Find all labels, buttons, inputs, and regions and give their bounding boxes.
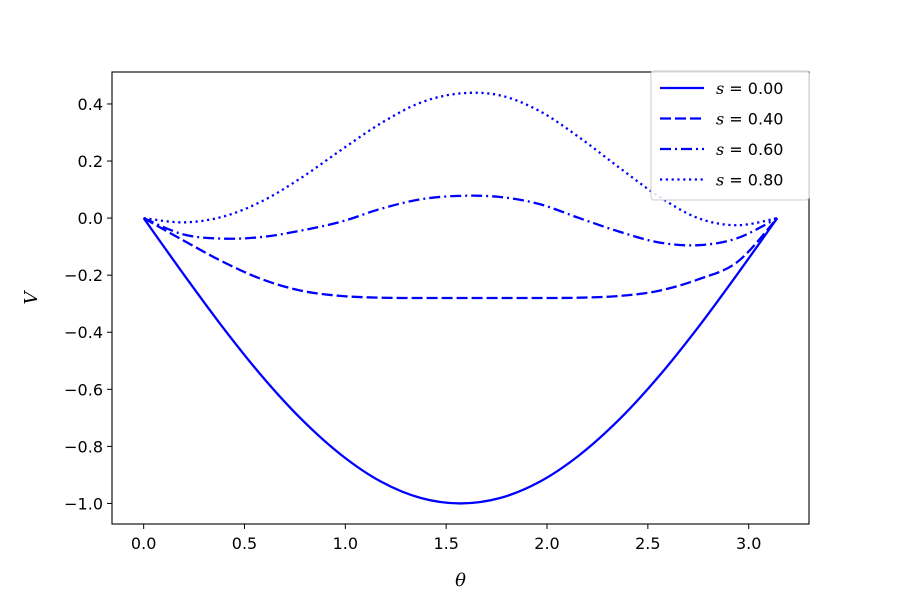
x-tick-label: 2.5 <box>635 534 660 553</box>
series-line-0 <box>142 217 779 505</box>
legend-label: s = 0.60 <box>716 140 783 159</box>
y-tick-label: 0.0 <box>78 209 103 228</box>
plot-lines <box>142 91 779 505</box>
legend-entry: s = 0.60 <box>660 140 783 159</box>
y-tick-label: −0.8 <box>64 437 103 456</box>
legend-entry: s = 0.00 <box>660 79 783 98</box>
x-tick-label: 2.0 <box>534 534 559 553</box>
x-axis-label: θ <box>455 570 466 591</box>
legend: s = 0.00 s = 0.40 s = 0.60 s = 0.80 <box>650 70 810 201</box>
y-tick-label: −1.0 <box>64 494 103 513</box>
y-tick-label: 0.2 <box>78 152 103 171</box>
y-tick-label: 0.4 <box>78 95 103 114</box>
legend-label: s = 0.40 <box>716 110 783 129</box>
legend-entry: s = 0.80 <box>660 171 783 190</box>
x-tick-label: 1.0 <box>333 534 358 553</box>
plot-frame <box>111 71 810 525</box>
x-ticks: 0.0 0.5 1.0 1.5 2.0 2.5 3.0 <box>131 524 761 553</box>
y-ticks: 0.4 0.2 0.0 −0.2 −0.4 −0.6 −0.8 −1.0 <box>64 95 112 513</box>
x-tick-label: 1.5 <box>433 534 458 553</box>
x-tick-label: 0.5 <box>232 534 257 553</box>
y-tick-label: −0.4 <box>64 323 103 342</box>
legend-box <box>650 70 810 201</box>
x-tick-label: 3.0 <box>736 534 761 553</box>
series-line-1 <box>143 217 779 300</box>
series-line-2 <box>143 194 778 247</box>
y-tick-label: −0.2 <box>64 266 103 285</box>
y-axis-label: V <box>21 290 42 305</box>
series-line-3 <box>143 91 778 227</box>
x-tick-label: 0.0 <box>131 534 156 553</box>
legend-entry: s = 0.40 <box>660 110 783 129</box>
y-tick-label: −0.6 <box>64 380 103 399</box>
legend-label: s = 0.80 <box>716 171 783 190</box>
legend-label: s = 0.00 <box>716 79 783 98</box>
